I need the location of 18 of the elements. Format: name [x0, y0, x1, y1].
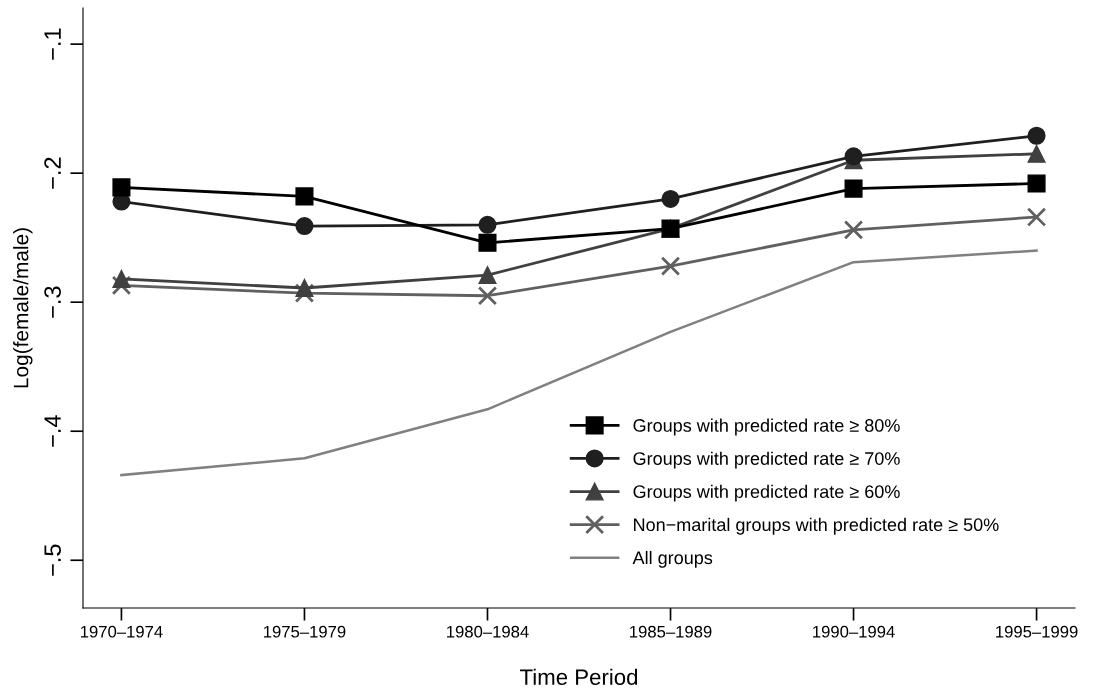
x-tick-label: 1970–1974	[81, 625, 163, 638]
y-tick-label: −.4	[44, 415, 61, 447]
legend-label: Groups with predicted rate ≥ 60%	[633, 484, 900, 502]
y-tick-label: −.3	[44, 286, 61, 318]
legend-label: Groups with predicted rate ≥ 80%	[633, 418, 900, 436]
legend-label: Groups with predicted rate ≥ 70%	[633, 451, 900, 469]
x-tick-label: 1980–1984	[447, 625, 529, 638]
y-tick-label: −.5	[44, 544, 61, 576]
legend-label: All groups	[632, 550, 713, 568]
y-axis-title: Log(female/male)	[13, 228, 33, 388]
legend-label: Non−marital groups with predicted rate ≥ 50%	[634, 517, 999, 535]
x-tick-label: 1990–1994	[813, 625, 895, 638]
x-axis-title: Time Period	[520, 668, 638, 685]
y-tick-label: −.1	[44, 28, 61, 60]
x-tick-label: 1995–1999	[996, 625, 1078, 638]
y-tick-label: −.2	[44, 157, 61, 189]
x-tick-label: 1975–1979	[264, 625, 346, 638]
x-tick-label: 1985–1989	[630, 625, 712, 638]
